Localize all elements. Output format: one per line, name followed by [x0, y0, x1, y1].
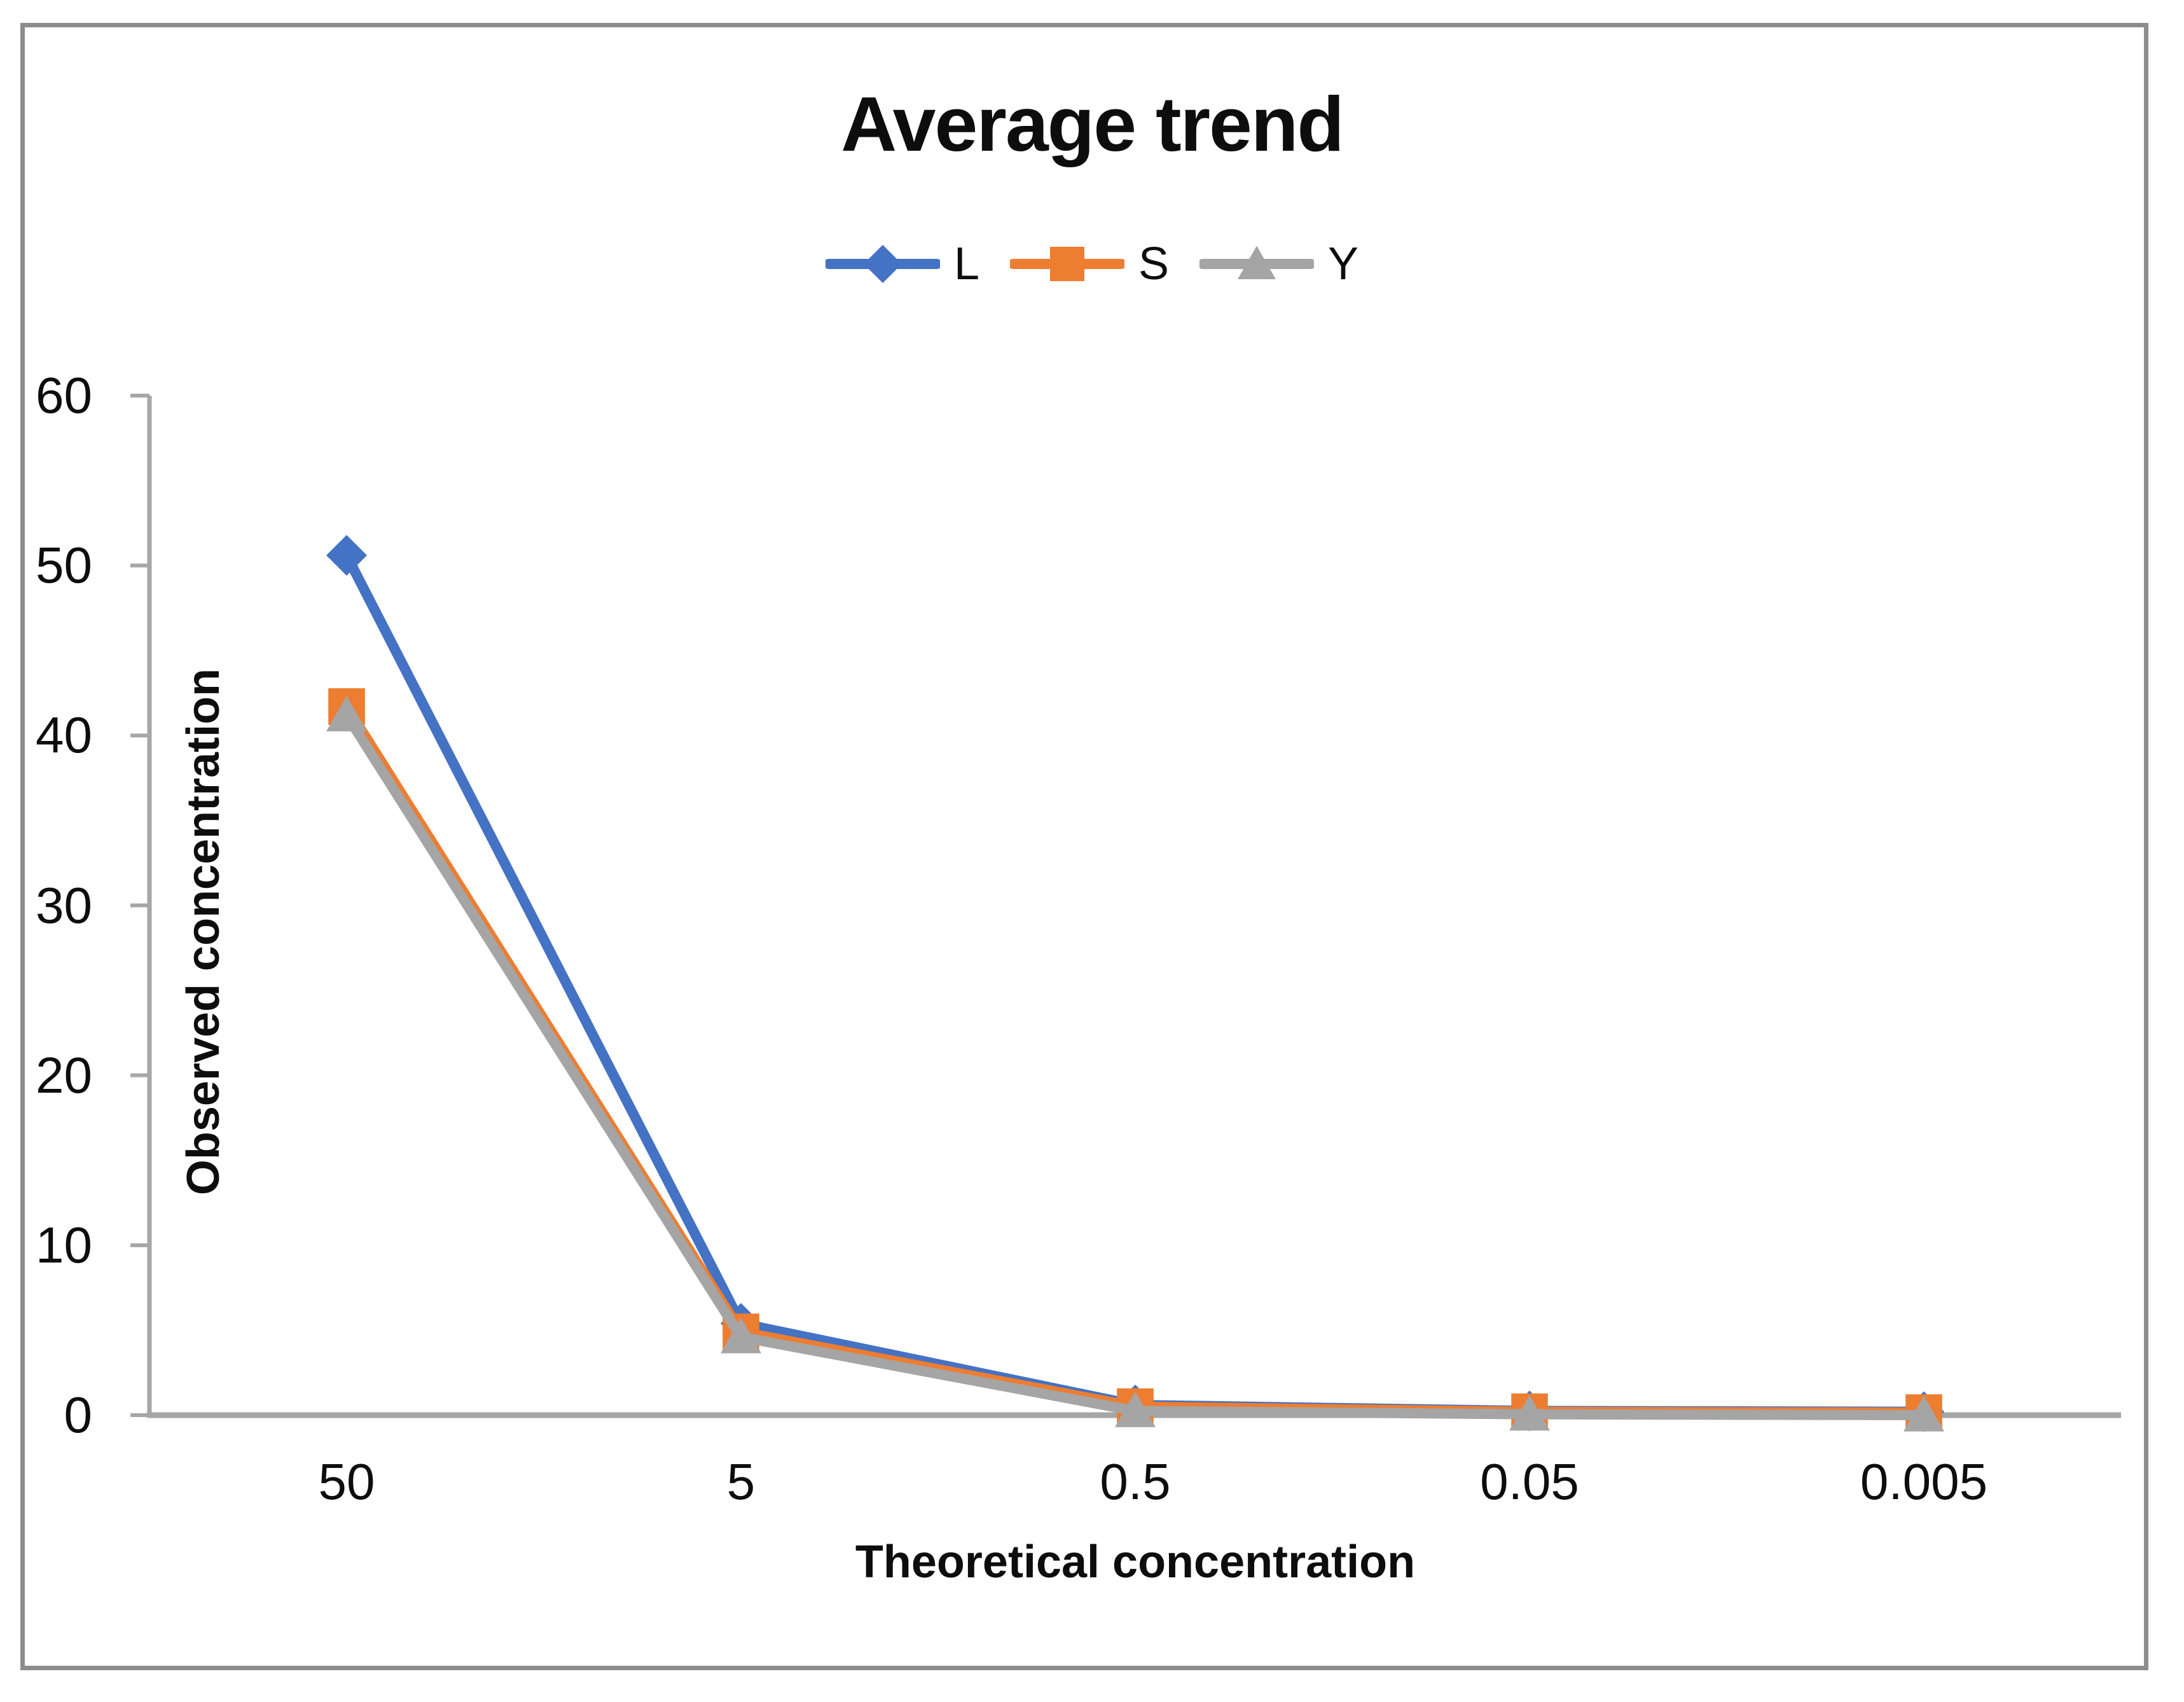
x-axis-title: Theoretical concentration: [855, 1537, 1416, 1588]
series-marker-Y: [1509, 1395, 1550, 1431]
x-category-label: 0.5: [1100, 1453, 1171, 1510]
series-line-Y: [342, 710, 1929, 1420]
legend-item: Y: [1199, 239, 1358, 289]
legend-label: S: [1138, 239, 1170, 289]
x-category-label: 0.005: [1860, 1453, 1988, 1510]
y-tick-label: 30: [36, 876, 92, 934]
chart-border: [20, 23, 2148, 1670]
series-marker-Y: [721, 1317, 761, 1353]
chart-title: Average trend: [841, 81, 1344, 167]
legend-label: Y: [1328, 239, 1359, 289]
legend-square-icon: [1009, 247, 1124, 281]
x-category-label: 5: [726, 1453, 756, 1510]
legend-diamond-icon: [825, 245, 940, 283]
y-tick-label: 50: [36, 537, 92, 594]
series-marker-Y: [1115, 1391, 1156, 1427]
y-axis-title: Observed concentration: [178, 668, 229, 1196]
y-tick-label: 10: [36, 1216, 92, 1273]
series-line-L: [342, 550, 1929, 1417]
y-tick-label: 20: [36, 1046, 92, 1104]
series-marker-Y: [326, 695, 367, 731]
series-line-S: [342, 701, 1929, 1418]
legend-triangle-icon: [1199, 246, 1315, 279]
series-marker-L: [326, 535, 367, 576]
y-tick-label: 60: [36, 367, 92, 424]
legend-item: L: [825, 239, 979, 289]
legend-label: L: [953, 239, 979, 289]
y-tick-label: 40: [36, 707, 92, 764]
series-marker-Y: [1904, 1395, 1944, 1432]
x-category-label: 50: [318, 1453, 375, 1510]
x-category-label: 0.05: [1480, 1453, 1579, 1510]
y-tick-label: 0: [64, 1387, 93, 1443]
legend-item: S: [1009, 239, 1170, 289]
